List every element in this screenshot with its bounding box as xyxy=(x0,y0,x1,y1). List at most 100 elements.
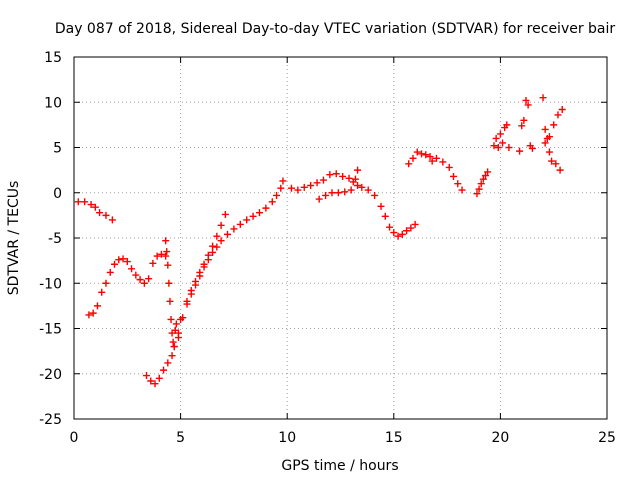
data-point xyxy=(334,189,342,197)
data-point xyxy=(411,220,419,228)
data-point xyxy=(341,188,349,196)
data-point xyxy=(332,170,340,178)
y-tick-label: -15 xyxy=(39,322,62,338)
data-point xyxy=(172,320,180,328)
data-point xyxy=(119,255,127,263)
data-point xyxy=(115,256,123,264)
grid-lines xyxy=(74,57,607,419)
series-arc-3 xyxy=(142,177,287,388)
data-point xyxy=(236,220,244,228)
y-axis-label: SDTVAR / TECUs xyxy=(6,181,22,296)
series-arc-13 xyxy=(539,94,564,174)
y-tick-label: 15 xyxy=(44,50,62,66)
data-point xyxy=(162,237,170,245)
data-point xyxy=(279,177,287,185)
x-tick-labels: 0 5 10 15 20 25 xyxy=(70,430,616,446)
data-point xyxy=(539,94,547,102)
y-tick-label: -25 xyxy=(39,412,62,428)
data-point xyxy=(351,175,359,183)
data-point xyxy=(541,125,549,133)
series-arc-5 xyxy=(287,170,419,240)
data-point xyxy=(209,242,217,250)
x-tick-label: 25 xyxy=(598,430,616,446)
data-point xyxy=(89,309,97,317)
data-point xyxy=(496,130,504,138)
data-point xyxy=(142,372,150,380)
y-tick-label: 0 xyxy=(53,186,62,202)
x-tick-label: 15 xyxy=(385,430,403,446)
series-arc-10 xyxy=(490,130,504,151)
data-point xyxy=(300,183,308,191)
data-point xyxy=(449,172,457,180)
series-arc-1 xyxy=(74,198,116,224)
series-arc-12 xyxy=(516,96,536,155)
data-point xyxy=(174,334,182,342)
data-point xyxy=(93,302,101,310)
data-point xyxy=(155,374,163,382)
data-point xyxy=(187,286,195,294)
data-point xyxy=(405,160,413,168)
data-point xyxy=(503,121,511,129)
y-tick-label: -20 xyxy=(39,367,62,383)
data-point xyxy=(164,359,172,367)
data-point xyxy=(213,243,221,251)
data-point xyxy=(87,201,95,209)
data-point xyxy=(454,180,462,188)
data-point xyxy=(481,172,489,180)
data-point xyxy=(552,160,560,168)
data-point xyxy=(204,251,212,259)
data-point xyxy=(422,151,430,159)
data-point xyxy=(322,191,330,199)
data-point xyxy=(545,133,553,141)
data-point xyxy=(277,184,285,192)
data-point xyxy=(313,179,321,187)
data-point xyxy=(213,232,221,240)
plot-frame xyxy=(73,56,608,420)
data-point xyxy=(439,158,447,166)
data-point xyxy=(315,195,323,203)
data-point xyxy=(528,144,536,152)
data-point xyxy=(221,210,229,218)
data-point xyxy=(249,212,257,220)
data-point xyxy=(123,258,131,266)
data-point xyxy=(490,142,498,150)
y-tick-label: -10 xyxy=(39,276,62,292)
data-point xyxy=(518,122,526,130)
data-point xyxy=(162,252,170,260)
data-point xyxy=(409,154,417,162)
data-point xyxy=(163,248,171,256)
data-point xyxy=(81,198,89,206)
data-point xyxy=(371,191,379,199)
data-point xyxy=(381,212,389,220)
x-tick-label: 0 xyxy=(70,430,79,446)
data-point xyxy=(339,172,347,180)
data-point xyxy=(432,154,440,162)
y-tick-label: -5 xyxy=(48,231,62,247)
data-point xyxy=(217,237,225,245)
data-point xyxy=(157,250,165,258)
data-point xyxy=(136,276,144,284)
data-point xyxy=(147,377,155,385)
data-point xyxy=(167,315,175,323)
data-point xyxy=(390,229,398,237)
data-point xyxy=(354,182,362,190)
data-point xyxy=(98,288,106,296)
data-point xyxy=(294,186,302,194)
series-arc-2 xyxy=(85,250,170,319)
data-point xyxy=(196,268,204,276)
data-point xyxy=(268,198,276,206)
data-point xyxy=(255,209,263,217)
data-point xyxy=(545,148,553,156)
data-point xyxy=(505,144,513,151)
data-point xyxy=(403,227,411,235)
data-point xyxy=(554,111,562,119)
data-point xyxy=(520,116,528,124)
data-point xyxy=(170,343,178,351)
data-point xyxy=(149,259,157,267)
data-point xyxy=(407,224,415,232)
data-point xyxy=(132,271,140,279)
data-point xyxy=(445,163,453,171)
data-point xyxy=(319,176,327,184)
data-point xyxy=(224,230,232,238)
